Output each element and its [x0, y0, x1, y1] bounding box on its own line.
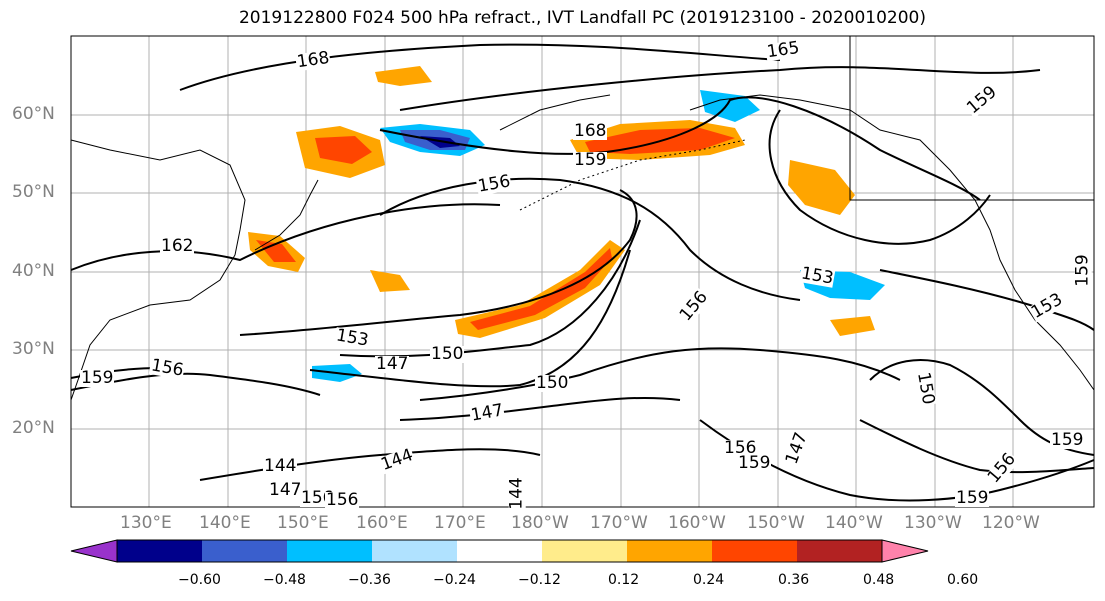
- colorbar: [70, 539, 929, 563]
- colorbar-tick-label: −0.36: [348, 572, 391, 588]
- lon-label: 140°W: [825, 513, 883, 533]
- contour-147: [309, 249, 631, 388]
- border-canada: [849, 36, 1094, 201]
- lon-label: 120°W: [982, 513, 1040, 533]
- lat-label: 60°N: [12, 104, 55, 124]
- graticule: [71, 36, 1094, 507]
- colorbar-tick-label: −0.48: [263, 572, 306, 588]
- contour-label: 165: [764, 37, 802, 63]
- anomaly-orange-midlat: [370, 270, 410, 292]
- contour-label: 150: [430, 344, 465, 364]
- colorbar-tick-label: −0.60: [178, 572, 221, 588]
- lon-label: 170°W: [590, 513, 648, 533]
- lon-label: 150°W: [747, 513, 805, 533]
- lat-label: 30°N: [12, 339, 55, 359]
- coastlines: [70, 36, 1095, 401]
- map-title: 2019122800 F024 500 hPa refract., IVT La…: [238, 8, 926, 28]
- contour-162: [70, 203, 501, 271]
- contour-153: [239, 189, 638, 336]
- colorbar-tick-label: 0.60: [947, 572, 979, 588]
- lon-label: 150°E: [277, 513, 329, 533]
- contour-label: 159: [1072, 253, 1093, 288]
- colorbar-segment: [797, 540, 882, 562]
- anomaly-orange-north: [375, 66, 432, 86]
- colorbar-segment: [372, 540, 457, 562]
- coast-asia: [70, 139, 246, 401]
- contour-147-south: [399, 396, 681, 421]
- contour-159-north: [379, 96, 981, 201]
- contour-150-south: [419, 347, 901, 401]
- contour-label: 147: [375, 354, 410, 374]
- contour-label: 159: [955, 488, 990, 508]
- contour-153-east: [879, 269, 1095, 331]
- lon-label: 130°W: [904, 513, 962, 533]
- anomaly-orange-gulf: [788, 160, 855, 215]
- colorbar-extend-low: [70, 539, 118, 563]
- contour-156: [379, 177, 801, 301]
- contour-label: 150: [535, 373, 570, 393]
- contour-low-se: [859, 419, 1095, 474]
- coast-kamchatka: [499, 94, 611, 131]
- anomaly-orange-offshore: [830, 316, 875, 336]
- colorbar-tick-label: 0.36: [778, 572, 810, 588]
- colorbar-segment: [287, 540, 372, 562]
- colorbar-segment: [457, 540, 542, 562]
- contour-label: 159: [1050, 430, 1085, 450]
- map-frame: [70, 35, 1095, 508]
- colorbar-segment: [117, 540, 202, 562]
- contour-label: 144: [506, 476, 527, 511]
- colorbar-segment: [712, 540, 797, 562]
- colorbar-segment: [202, 540, 287, 562]
- contour-label: 162: [160, 236, 195, 256]
- coast-aleutians: [519, 139, 746, 211]
- contour-label: 168: [294, 47, 332, 73]
- contour-165: [399, 66, 1041, 111]
- lon-label: 170°E: [434, 513, 486, 533]
- lat-label: 40°N: [12, 261, 55, 281]
- lon-label: 130°E: [120, 513, 172, 533]
- coast-japan: [254, 179, 319, 251]
- anomaly-red-band: [470, 248, 612, 330]
- colorbar-frame: [116, 539, 883, 563]
- contour-label: 144: [263, 456, 298, 476]
- colorbar-segment: [542, 540, 627, 562]
- contour-150: [339, 219, 641, 358]
- contour-label: 168: [573, 121, 608, 141]
- anomaly-red-japan: [256, 240, 296, 262]
- colorbar-extend-high: [881, 539, 929, 563]
- lat-label: 50°N: [12, 182, 55, 202]
- contour-ridge-east: [768, 109, 991, 245]
- colorbar-tick-label: −0.24: [433, 572, 476, 588]
- lat-label: 20°N: [12, 418, 55, 438]
- anomaly-orange-band: [455, 240, 625, 338]
- colorbar-tick-label: −0.12: [518, 572, 561, 588]
- lon-label: 140°E: [199, 513, 251, 533]
- contour-label: 159: [737, 453, 772, 473]
- contour-label: 156: [723, 438, 758, 458]
- coast-alaska: [689, 94, 1095, 391]
- lon-label: 180°W: [511, 513, 569, 533]
- colorbar-segment: [627, 540, 712, 562]
- contour-label: 159: [80, 368, 115, 388]
- colorbar-tick-label: 0.24: [693, 572, 725, 588]
- contour-label: 156: [325, 490, 360, 510]
- anomaly-red-siberia: [315, 136, 372, 164]
- contour-label: 147: [268, 480, 303, 500]
- lon-label: 160°E: [356, 513, 408, 533]
- colorbar-tick-label: 0.12: [608, 572, 640, 588]
- colorbar-tick-label: 0.48: [863, 572, 895, 588]
- contour-label: 159: [573, 150, 608, 170]
- contour-label: 150: [913, 370, 939, 407]
- contour-168: [179, 43, 781, 91]
- lon-label: 160°W: [668, 513, 726, 533]
